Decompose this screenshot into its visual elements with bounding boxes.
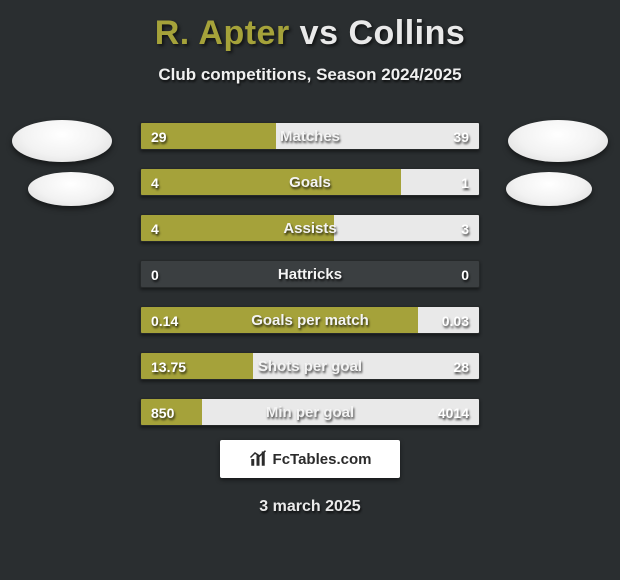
player1-avatar-small (28, 172, 114, 206)
subtitle: Club competitions, Season 2024/2025 (0, 65, 620, 85)
footer-badge: FcTables.com (220, 440, 400, 478)
footer-brand: FcTables.com (273, 451, 372, 468)
stat-row: 0.140.03Goals per match (140, 306, 480, 334)
stat-label: Hattricks (141, 261, 479, 288)
player2-avatar-small (506, 172, 592, 206)
bar-chart-icon (249, 450, 267, 468)
stat-label: Min per goal (141, 399, 479, 426)
player1-name: R. Apter (155, 14, 290, 52)
stat-row: 2939Matches (140, 122, 480, 150)
stat-label: Goals per match (141, 307, 479, 334)
stat-row: 43Assists (140, 214, 480, 242)
stat-row: 41Goals (140, 168, 480, 196)
date-label: 3 march 2025 (0, 498, 620, 516)
stat-label: Assists (141, 215, 479, 242)
stat-row: 8504014Min per goal (140, 398, 480, 426)
stat-label: Goals (141, 169, 479, 196)
comparison-title: R. Apter vs Collins (0, 0, 620, 53)
stat-row: 13.7528Shots per goal (140, 352, 480, 380)
stat-row: 00Hattricks (140, 260, 480, 288)
player1-avatar-large (12, 120, 112, 162)
title-vs: vs (300, 14, 339, 52)
stats-rows: 2939Matches 41Goals 43Assists 00Hattricks 0.… (140, 122, 480, 444)
player2-avatar-large (508, 120, 608, 162)
stat-label: Matches (141, 123, 479, 150)
stat-label: Shots per goal (141, 353, 479, 380)
player2-name: Collins (348, 14, 465, 52)
